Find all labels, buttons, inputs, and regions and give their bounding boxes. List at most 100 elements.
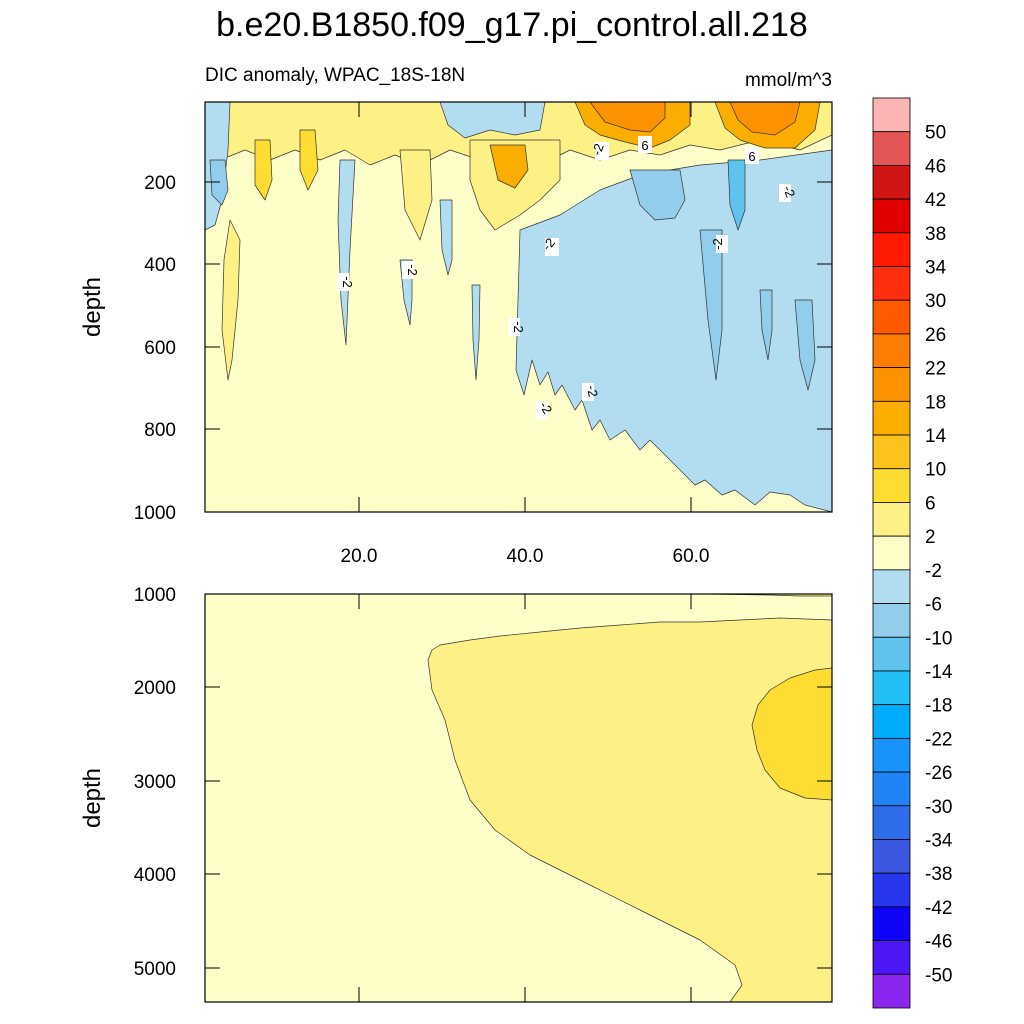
colorbar-box xyxy=(872,434,911,470)
y-tick-5000: 5000 xyxy=(134,959,176,980)
colorbar-boxes xyxy=(872,97,911,1009)
colorbar-label: -18 xyxy=(925,696,952,717)
contour-fill-negative-east xyxy=(515,149,832,512)
bottom-y-axis-label: depth xyxy=(79,768,106,828)
colorbar-box xyxy=(872,704,911,739)
colorbar-labels: 50 46 42 38 34 30 26 22 18 14 10 6 2 -2 -6 -10 -14 -18 -22… xyxy=(925,123,953,987)
contour-fill-core-c xyxy=(759,289,773,361)
colorbar-label: 26 xyxy=(925,325,946,346)
contour-fill-streak-c xyxy=(471,284,481,381)
colorbar-label: 14 xyxy=(925,426,947,447)
colorbar-box xyxy=(872,872,911,908)
colorbar-box xyxy=(872,670,911,706)
colorbar-label: -42 xyxy=(925,898,952,919)
colorbar-box xyxy=(872,333,911,369)
contour-label: -2 xyxy=(508,318,526,336)
y-tick-3000: 3000 xyxy=(134,772,176,793)
top-plot-frame xyxy=(204,101,833,513)
contour-label: 6 xyxy=(638,136,652,153)
svg-text:-2: -2 xyxy=(780,183,798,199)
svg-text:-2: -2 xyxy=(710,238,725,250)
y-tick-1000: 1000 xyxy=(134,503,176,524)
contour-fill-orange-d xyxy=(729,102,801,136)
svg-text:6: 6 xyxy=(748,149,755,164)
colorbar-box xyxy=(872,737,911,773)
colorbar-box xyxy=(872,468,911,503)
colorbar-box xyxy=(872,232,911,267)
y-tick-1000-deep: 1000 xyxy=(134,585,176,606)
contour-fill-tongue-f xyxy=(399,149,433,241)
colorbar-label: 10 xyxy=(925,460,946,481)
colorbar-label: -30 xyxy=(925,797,952,818)
x-tick-60: 60.0 xyxy=(673,546,710,567)
left-subtitle: DIC anomaly, WPAC_18S-18N xyxy=(205,65,465,86)
colorbar-label: 18 xyxy=(925,392,946,413)
contour-fill-orange-b xyxy=(589,102,666,133)
x-tick-40: 40.0 xyxy=(507,546,544,567)
contour-fill-tongue-b xyxy=(254,139,273,201)
colorbar-label: -50 xyxy=(925,965,952,986)
colorbar-box xyxy=(872,198,911,234)
y-tick-600: 600 xyxy=(144,338,176,359)
colorbar-box xyxy=(872,603,911,638)
contour-fill-core-e xyxy=(699,229,723,381)
colorbar-label: -22 xyxy=(925,729,952,750)
colorbar-box xyxy=(872,400,911,436)
colorbar-label: 30 xyxy=(925,291,946,312)
colorbar-box xyxy=(872,805,911,840)
contour-fill-core-a xyxy=(629,169,686,221)
contour-fill-streak-a xyxy=(337,159,356,346)
bottom-plot-frame xyxy=(204,593,833,1003)
svg-text:-2: -2 xyxy=(589,141,607,157)
colorbar-label: 38 xyxy=(925,224,946,245)
colorbar-label: -10 xyxy=(925,628,952,649)
svg-text:6: 6 xyxy=(641,138,648,153)
colorbar-label: 42 xyxy=(925,190,946,211)
y-tick-200: 200 xyxy=(144,173,176,194)
svg-text:-2: -2 xyxy=(340,276,355,288)
bottom-ticks xyxy=(205,593,832,1002)
contour-label: -2 xyxy=(779,183,798,202)
contour-label: -2 xyxy=(337,273,355,291)
svg-text:-2: -2 xyxy=(584,384,601,398)
y-tick-4000: 4000 xyxy=(134,865,176,886)
top-panel: 200 400 600 800 1000 20.0 40.0 60.0 dept… xyxy=(79,101,833,567)
contour-fill-core-d xyxy=(794,299,816,391)
svg-text:-2: -2 xyxy=(511,321,526,333)
colorbar-box xyxy=(872,367,911,402)
colorbar: 50 46 42 38 34 30 26 22 18 14 10 6 2 -2 -6 -10 -14 -18 -22… xyxy=(872,97,953,1009)
contour-label: -2 xyxy=(402,261,420,279)
colorbar-label: 2 xyxy=(925,527,936,548)
bottom-panel: 1000 2000 3000 4000 5000 depth xyxy=(79,585,833,1003)
colorbar-label: -2 xyxy=(925,561,942,582)
colorbar-label: -46 xyxy=(925,932,952,953)
y-tick-2000: 2000 xyxy=(134,678,176,699)
colorbar-label: 6 xyxy=(925,493,936,514)
contour-fill-tongue-c xyxy=(299,129,319,191)
colorbar-box xyxy=(872,266,911,301)
svg-text:-2: -2 xyxy=(405,264,420,276)
contour-label: -2 xyxy=(536,399,555,419)
contour-label: -2 xyxy=(582,383,601,401)
x-tick-20: 20.0 xyxy=(341,546,378,567)
colorbar-box xyxy=(872,839,911,874)
contour-label: -2 xyxy=(710,235,728,253)
colorbar-label: -26 xyxy=(925,763,952,784)
contour-label: 6 xyxy=(745,147,759,164)
y-tick-800: 800 xyxy=(144,420,176,441)
colorbar-label: -14 xyxy=(925,662,953,683)
contour-fill-tongue-a xyxy=(221,219,241,381)
contour-fill-deep-core xyxy=(751,667,832,801)
colorbar-box xyxy=(872,771,911,807)
contour-fill-deep-positive xyxy=(427,617,832,1002)
contour-label: -2 xyxy=(539,235,559,256)
colorbar-label: 50 xyxy=(925,123,946,144)
colorbar-label: 22 xyxy=(925,359,946,380)
top-ticks xyxy=(205,102,832,512)
colorbar-box xyxy=(872,636,911,672)
contour-fill-core-b xyxy=(727,159,746,231)
colorbar-label: -38 xyxy=(925,864,952,885)
chart-title: b.e20.B1850.f09_g17.pi_control.all.218 xyxy=(216,6,808,44)
colorbar-box xyxy=(872,131,911,166)
colorbar-box xyxy=(872,97,911,133)
